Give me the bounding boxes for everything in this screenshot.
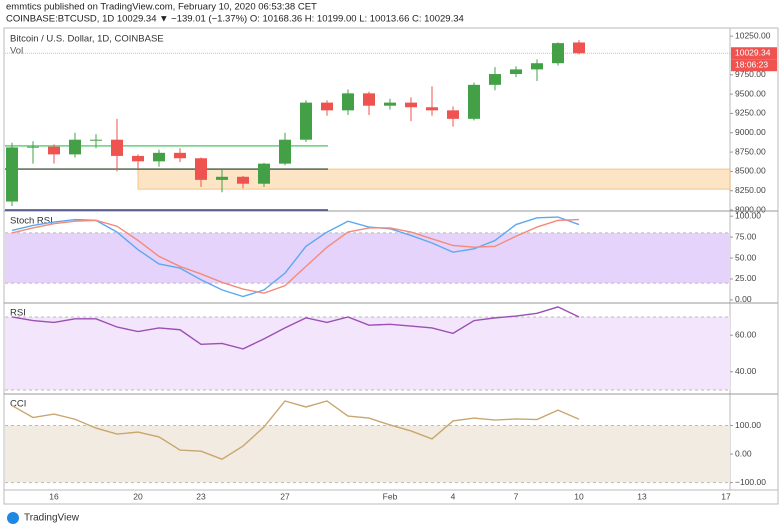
panel-subtitle: Vol [10, 46, 23, 57]
indicator-line [11, 306, 580, 350]
last-price-label: 10029.34 [735, 47, 771, 57]
candle-body [510, 69, 522, 75]
candle-body [405, 102, 417, 108]
y-tick-label: 8000.00 [735, 204, 766, 214]
candle-body [111, 139, 123, 156]
band [5, 232, 730, 284]
y-tick-label: 40.00 [735, 366, 757, 376]
candle-body [342, 93, 354, 111]
candle-body [69, 139, 81, 155]
candle-body [321, 102, 333, 111]
countdown-label: 18:06:23 [735, 59, 768, 69]
y-tick-label: 8500.00 [735, 166, 766, 176]
y-tick-label: 75.00 [735, 231, 757, 241]
band [5, 425, 730, 483]
y-tick-label: 8750.00 [735, 146, 766, 156]
x-tick-label: 23 [196, 491, 206, 501]
y-tick-label: 50.00 [735, 252, 757, 262]
y-tick-label: 8250.00 [735, 185, 766, 195]
indicator-line [11, 218, 580, 294]
candle-body [279, 139, 291, 164]
x-tick-label: 4 [451, 491, 456, 501]
candle-body [195, 158, 207, 180]
candle-body [237, 176, 249, 184]
panel-title: CCI [10, 399, 26, 410]
symbol-info: COINBASE:BTCUSD, 1D 10029.34 ▼ −139.01 (… [6, 14, 464, 25]
panel-title: Stoch RSI [10, 216, 53, 227]
candle-body [363, 93, 375, 106]
y-tick-label: 100.00 [735, 210, 761, 220]
y-tick-label: 9750.00 [735, 69, 766, 79]
candle-body [426, 107, 438, 111]
x-tick-label: 20 [133, 491, 143, 501]
candle-body [90, 139, 102, 141]
y-tick-label: 60.00 [735, 329, 757, 339]
candle-body [132, 155, 144, 162]
frame [3, 27, 779, 505]
candle-body [27, 146, 39, 148]
candle-body [447, 110, 459, 119]
panel-title: Bitcoin / U.S. Dollar, 1D, COINBASE [10, 34, 164, 45]
candle-body [216, 176, 228, 180]
band [5, 316, 730, 390]
x-tick-label: 16 [49, 491, 59, 501]
candle-body [174, 152, 186, 159]
candle-body [258, 163, 270, 184]
x-tick-label: Feb [383, 491, 398, 501]
candle-body [300, 102, 312, 140]
y-tick-label: 100.00 [735, 420, 761, 430]
x-tick-label: 7 [514, 491, 519, 501]
y-tick-label: 0.00 [735, 294, 752, 304]
y-tick-label: −100.00 [735, 477, 766, 487]
candle-body [489, 74, 501, 85]
countdown-tag [731, 59, 777, 72]
x-tick-label: 13 [637, 491, 647, 501]
panel-title: RSI [10, 308, 26, 319]
indicator-line [11, 216, 580, 298]
logo [7, 512, 19, 524]
footer: TradingView [24, 513, 80, 524]
y-tick-label: 25.00 [735, 273, 757, 283]
zone [137, 168, 731, 190]
y-tick-label: 10250.00 [735, 30, 771, 40]
y-tick-label: 9500.00 [735, 88, 766, 98]
candle-body [6, 147, 18, 202]
x-tick-label: 27 [280, 491, 290, 501]
indicator-line [11, 400, 580, 460]
publisher: emmtics published on TradingView.com, Fe… [6, 2, 317, 13]
y-tick-label: 9250.00 [735, 108, 766, 118]
x-tick-label: 17 [721, 491, 731, 501]
candle-body [573, 42, 585, 54]
candle-body [384, 102, 396, 106]
candle-body [48, 146, 60, 155]
candle-body [153, 152, 165, 162]
x-tick-label: 10 [574, 491, 584, 501]
last-price-tag [731, 47, 777, 60]
candle-body [531, 63, 543, 70]
y-tick-label: 9000.00 [735, 127, 766, 137]
y-tick-label: 0.00 [735, 448, 752, 458]
candle-body [468, 84, 480, 119]
